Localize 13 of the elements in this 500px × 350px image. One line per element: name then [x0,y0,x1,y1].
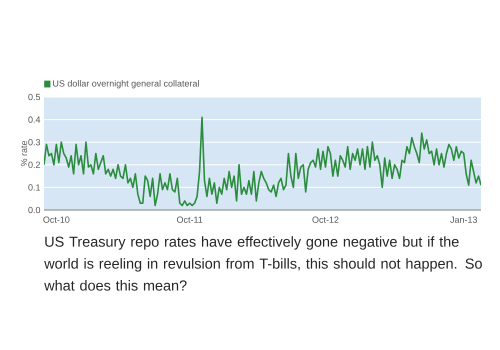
y-tick-label: 0.3 [28,139,40,146]
y-tick-label: 0.0 [28,206,40,214]
x-tick-label: Oct-10 [43,216,70,223]
text: US Treasury repo rates have effectively gone negative but if the world is reeling in revulsion from T-bills, this should not happen. So what does this mean? [44,236,482,291]
y-tick-label: 0.4 [28,116,40,123]
x-tick-label: Oct-12 [312,216,338,223]
y-tick-label: 0.1 [28,184,40,191]
x-tick-label: Oct-11 [176,216,202,223]
x-tick-label: Jan-13 [450,216,478,223]
y-tick-label: 0.5 [28,94,40,100]
y-axis-title: % rate [20,140,28,166]
y-tick-label: 0.2 [28,162,40,168]
legend-label: US dollar overnight general collateral [53,80,199,88]
